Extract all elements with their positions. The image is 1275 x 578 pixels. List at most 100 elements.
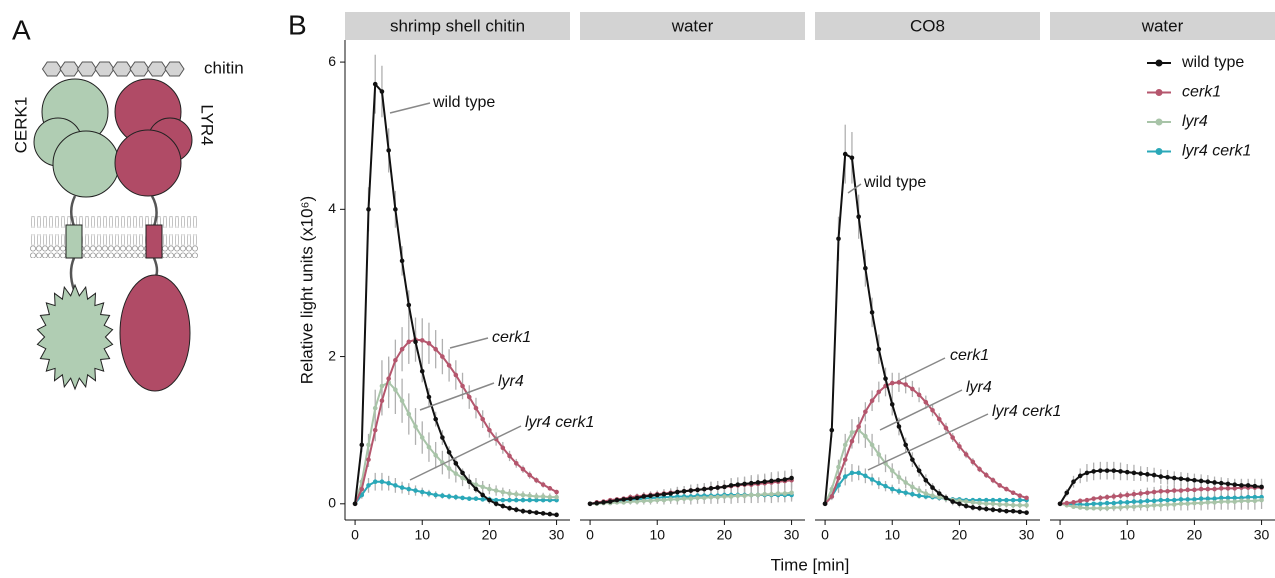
data-point bbox=[1218, 495, 1224, 501]
data-point bbox=[366, 483, 371, 488]
data-point bbox=[661, 491, 667, 497]
data-point bbox=[1104, 500, 1110, 506]
data-point bbox=[1084, 497, 1090, 503]
data-point bbox=[930, 485, 935, 490]
data-point bbox=[923, 477, 929, 483]
data-point bbox=[869, 477, 875, 482]
chitin-unit bbox=[41, 61, 63, 77]
data-point bbox=[849, 470, 855, 476]
data-point bbox=[688, 496, 694, 501]
data-point bbox=[1118, 505, 1123, 510]
data-point bbox=[527, 493, 533, 499]
data-point bbox=[883, 376, 888, 381]
data-point bbox=[1239, 498, 1244, 504]
data-point bbox=[386, 148, 391, 153]
annotation: cerk1 bbox=[492, 329, 531, 346]
data-point bbox=[1178, 476, 1184, 482]
data-point bbox=[1225, 481, 1231, 487]
data-point bbox=[1024, 502, 1029, 508]
data-point bbox=[1151, 472, 1157, 478]
facet: water 0 10 20 30 wild type cerk1 lyr4 lyr4 cerk1 bbox=[1050, 12, 1275, 543]
data-point bbox=[1245, 498, 1251, 504]
data-point bbox=[1212, 496, 1217, 501]
data-point bbox=[654, 497, 660, 503]
data-point bbox=[829, 486, 835, 492]
legend-label: wild type bbox=[1181, 54, 1244, 71]
annotation-leader bbox=[449, 337, 489, 349]
data-point bbox=[1171, 475, 1177, 481]
data-point bbox=[1259, 484, 1264, 490]
chitin-unit bbox=[76, 61, 98, 77]
data-point bbox=[534, 510, 539, 515]
data-point bbox=[661, 497, 667, 503]
data-point bbox=[1225, 486, 1231, 491]
data-point bbox=[540, 511, 546, 516]
data-point bbox=[836, 236, 841, 242]
data-point bbox=[393, 207, 398, 212]
data-point bbox=[547, 486, 553, 491]
data-point bbox=[1077, 505, 1083, 510]
data-point bbox=[1091, 501, 1096, 507]
data-point bbox=[440, 435, 445, 440]
x-tick-label: 20 bbox=[482, 527, 498, 543]
annotation-leader bbox=[409, 425, 522, 481]
data-point bbox=[1017, 497, 1023, 503]
data-point bbox=[1131, 504, 1137, 510]
data-point bbox=[487, 427, 492, 433]
x-tick-label: 30 bbox=[549, 527, 565, 543]
x-tick-label: 10 bbox=[414, 527, 430, 543]
data-point bbox=[473, 405, 479, 411]
data-point bbox=[849, 430, 855, 435]
data-point bbox=[1145, 490, 1150, 496]
data-point bbox=[500, 503, 506, 509]
y-tick-label: 6 bbox=[328, 53, 336, 69]
receptor-label: CERK1 bbox=[11, 97, 30, 154]
data-point bbox=[473, 486, 479, 492]
y-tick-label: 0 bbox=[328, 495, 336, 511]
data-point bbox=[453, 471, 459, 476]
data-point bbox=[1091, 469, 1096, 474]
data-point bbox=[836, 464, 841, 470]
data-point bbox=[903, 442, 908, 448]
data-point bbox=[910, 386, 915, 392]
data-point bbox=[634, 499, 640, 504]
x-tick-label: 0 bbox=[586, 527, 594, 543]
data-point bbox=[466, 394, 472, 400]
data-point bbox=[1178, 488, 1184, 493]
data-point bbox=[856, 214, 861, 219]
data-point bbox=[480, 416, 485, 422]
data-point bbox=[708, 494, 714, 500]
data-point bbox=[419, 368, 425, 374]
data-point bbox=[695, 495, 700, 501]
facet-strip bbox=[1050, 12, 1275, 40]
data-point bbox=[836, 483, 841, 488]
membrane bbox=[30, 216, 198, 258]
data-point bbox=[708, 486, 714, 491]
data-point bbox=[1171, 502, 1177, 507]
data-point bbox=[379, 398, 385, 404]
data-point bbox=[1017, 502, 1023, 508]
data-point bbox=[950, 499, 955, 504]
chitin-unit bbox=[164, 61, 185, 77]
data-point bbox=[473, 496, 479, 501]
data-point bbox=[889, 468, 895, 473]
data-point bbox=[1145, 503, 1150, 509]
data-point bbox=[446, 466, 452, 471]
data-point bbox=[997, 502, 1003, 507]
data-point bbox=[1004, 502, 1009, 507]
data-point bbox=[963, 499, 969, 504]
data-point bbox=[1124, 492, 1130, 498]
data-point bbox=[789, 475, 794, 481]
data-point bbox=[1158, 502, 1164, 508]
data-point bbox=[527, 472, 533, 478]
data-point bbox=[903, 480, 908, 485]
data-point bbox=[520, 508, 526, 514]
data-point bbox=[910, 491, 915, 497]
data-point bbox=[849, 438, 855, 444]
data-point bbox=[366, 457, 371, 462]
data-point bbox=[1158, 474, 1164, 479]
data-point bbox=[930, 408, 935, 413]
data-point bbox=[500, 497, 506, 503]
data-point bbox=[527, 497, 533, 503]
